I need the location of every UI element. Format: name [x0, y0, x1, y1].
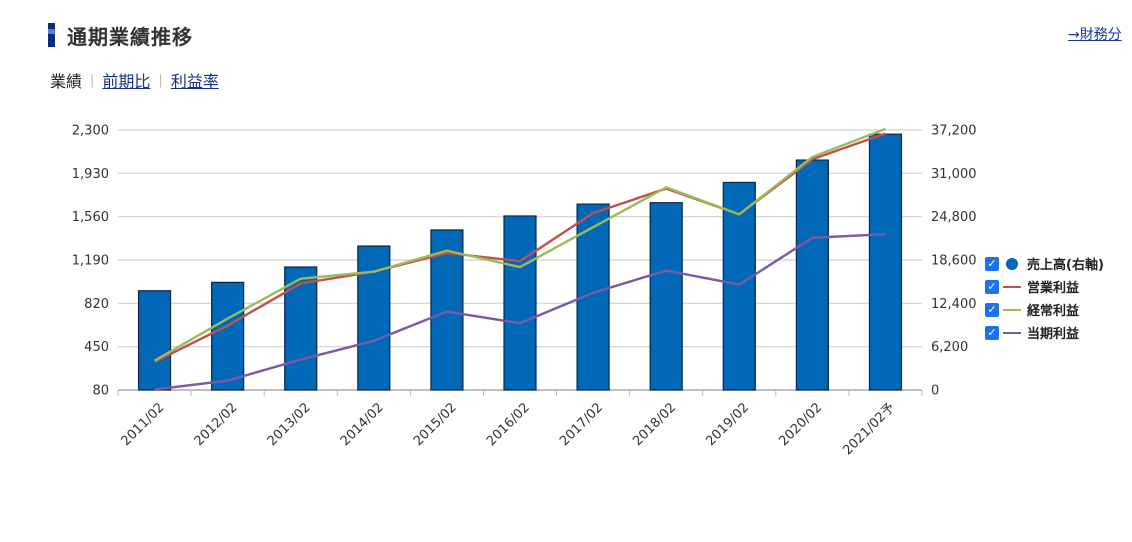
ordinary-profit-line [153, 127, 886, 362]
sales-bar [868, 133, 903, 391]
tab-performance[interactable]: 業績 [50, 72, 83, 91]
finance-analysis-link[interactable]: →財務分 [1068, 27, 1122, 43]
x-tick-label: 2014/02 [338, 400, 387, 449]
net-profit-line [154, 233, 886, 391]
sales-bar [211, 281, 245, 391]
legend-label: 当期利益 [1027, 327, 1080, 342]
legend-item-net-profit[interactable]: ✓ 当期利益 [985, 321, 1104, 344]
left-tick-label: 1,930 [72, 167, 109, 182]
legend-label: 経常利益 [1027, 304, 1080, 319]
x-tick-label: 2016/02 [484, 400, 533, 449]
left-tick-label: 820 [84, 297, 109, 312]
sales-bar [576, 203, 610, 391]
legend-symbol [1003, 285, 1025, 288]
legend-item-sales[interactable]: ✓ 売上高(右軸) [985, 252, 1104, 275]
x-tick-label: 2021/02予 [840, 400, 898, 458]
legend-checkbox[interactable]: ✓ [985, 325, 999, 340]
x-tick-label: 2020/02 [776, 400, 825, 449]
legend-checkbox[interactable]: ✓ [985, 302, 999, 317]
legend-item-operating-profit[interactable]: ✓ 営業利益 [985, 275, 1104, 298]
x-tick-label: 2015/02 [411, 400, 460, 449]
page-title: 通期業績推移 [67, 24, 193, 49]
right-tick-label: 31,000 [931, 167, 977, 182]
x-tick-label: 2018/02 [630, 400, 679, 449]
x-tick-label: 2013/02 [265, 400, 314, 449]
x-tick-label: 2017/02 [557, 400, 606, 449]
legend-symbol [1003, 308, 1025, 311]
right-tick-label: 0 [931, 384, 939, 399]
x-tick-label: 2019/02 [703, 400, 752, 449]
left-tick-label: 80 [92, 384, 109, 399]
title-marker [48, 23, 55, 47]
sales-bar [137, 290, 172, 391]
right-tick-label: 18,600 [931, 254, 977, 269]
right-tick-label: 24,800 [931, 210, 977, 225]
sales-bar [649, 202, 683, 391]
view-tabs: 業績 | 前期比 | 利益率 [50, 68, 219, 92]
sales-bar [430, 229, 464, 391]
sales-bar [503, 215, 537, 391]
left-tick-label: 1,560 [72, 210, 109, 225]
chart-legend: ✓ 売上高(右軸) ✓ 営業利益 ✓ 経常利益 ✓ 当期利益 [985, 252, 1104, 344]
sales-bar [284, 266, 318, 391]
legend-symbol [1003, 257, 1025, 270]
line-series [153, 127, 886, 391]
bar-series [137, 133, 903, 391]
right-tick-label: 37,200 [931, 124, 977, 139]
legend-symbol [1003, 331, 1025, 334]
sales-bar [795, 159, 829, 391]
x-tick-label: 2012/02 [192, 400, 241, 449]
left-tick-label: 2,300 [72, 124, 109, 139]
left-tick-label: 450 [84, 340, 109, 355]
legend-item-ordinary-profit[interactable]: ✓ 経常利益 [985, 298, 1104, 321]
tab-yoy[interactable]: 前期比 [102, 72, 151, 91]
legend-label: 売上高(右軸) [1027, 258, 1104, 273]
tab-separator: | [90, 72, 95, 88]
x-tick-label: 2011/02 [119, 400, 168, 449]
legend-checkbox[interactable]: ✓ [985, 256, 999, 271]
right-tick-label: 12,400 [931, 297, 977, 312]
legend-label: 営業利益 [1027, 281, 1080, 296]
tab-separator: | [158, 72, 163, 88]
tab-margin[interactable]: 利益率 [170, 72, 219, 91]
right-tick-label: 6,200 [931, 340, 968, 355]
left-tick-label: 1,190 [72, 254, 109, 269]
legend-checkbox[interactable]: ✓ [985, 279, 999, 294]
sales-bar [722, 181, 756, 391]
section-header: 通期業績推移 [48, 22, 193, 49]
